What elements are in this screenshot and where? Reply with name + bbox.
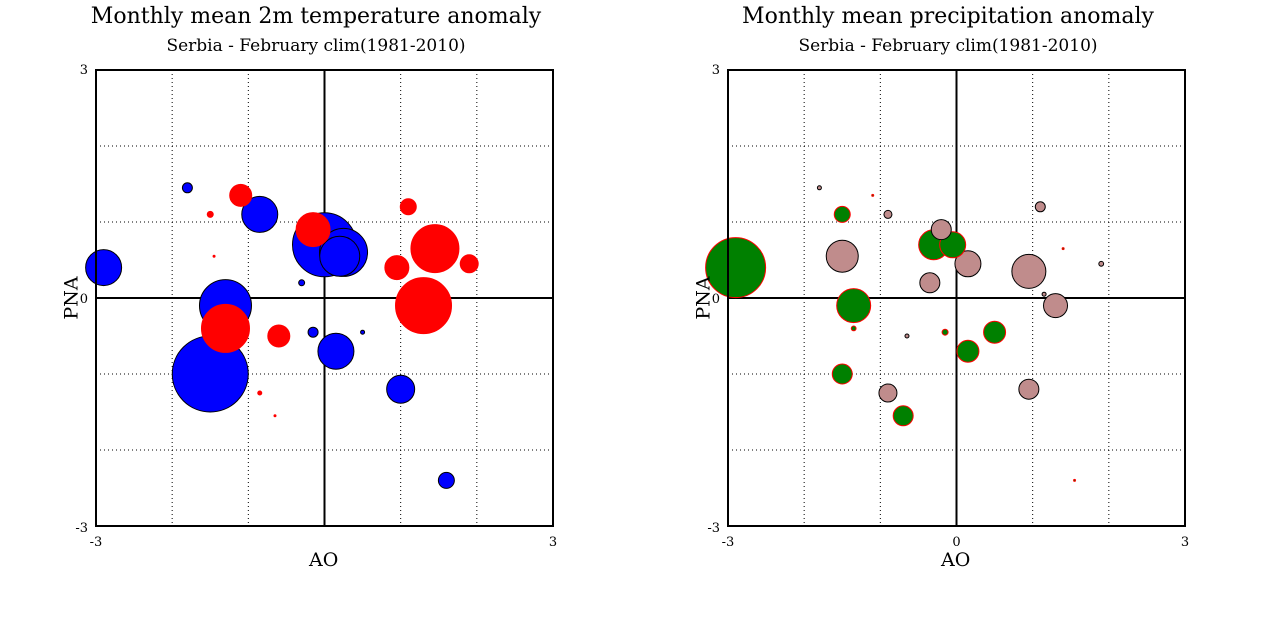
bubble [816, 185, 822, 191]
bubble [181, 182, 193, 194]
bubble [850, 325, 857, 332]
bubble [295, 212, 331, 248]
chart-subtitle: Serbia - February clim(1981-2010) [798, 36, 1098, 56]
plot-frame [95, 69, 554, 527]
bubble [705, 237, 767, 299]
x-tick-label: -3 [722, 535, 735, 550]
x-tick-label: 0 [952, 535, 960, 550]
bubble [200, 303, 250, 353]
precipitation-panel: Monthly mean precipitation anomaly Serbi… [632, 0, 1264, 622]
y-tick-label: 3 [80, 63, 88, 78]
bubble [941, 328, 949, 336]
precipitation-scatter-plot: 3 0 -3-3 0 3 [705, 63, 1189, 550]
bubble [919, 272, 941, 294]
y-tick-label: 3 [712, 63, 720, 78]
chart-subtitle: Serbia - February clim(1981-2010) [166, 36, 466, 56]
bubble [395, 277, 453, 335]
bubble [319, 235, 361, 277]
x-tick-label: -3 [90, 535, 103, 550]
bubble [1073, 478, 1077, 482]
bubble [883, 209, 893, 219]
y-axis-title: PNA [60, 276, 83, 320]
plot-frame [727, 69, 1186, 527]
bubble [956, 339, 980, 363]
bubble [836, 288, 872, 324]
bubble [825, 239, 859, 273]
bubble [833, 205, 851, 223]
bubble [317, 332, 355, 370]
temperature-panel: Monthly mean 2m temperature anomaly Serb… [60, 4, 558, 571]
bubble [459, 254, 479, 274]
x-tick-label: 3 [549, 535, 557, 550]
bubble [1041, 291, 1047, 297]
chart-title: Monthly mean precipitation anomaly [742, 4, 1154, 29]
bubble [904, 333, 910, 339]
bubble [1011, 253, 1047, 289]
chart-title: Monthly mean 2m temperature anomaly [90, 4, 542, 29]
y-axis-title: PNA [692, 276, 715, 320]
bubble [1043, 293, 1069, 319]
bubble [384, 255, 410, 281]
y-tick-label: 0 [80, 292, 88, 307]
bubble [1034, 201, 1046, 213]
y-tick-label: 0 [712, 292, 720, 307]
bubble [273, 414, 277, 418]
bubble [257, 390, 263, 396]
bubble [831, 363, 853, 385]
bubble [241, 195, 279, 233]
bubble [930, 219, 952, 241]
bubble [206, 210, 214, 218]
bubble [410, 224, 460, 274]
bubble [437, 471, 455, 489]
bubble [1018, 378, 1040, 400]
x-tick-label: 3 [1181, 535, 1189, 550]
bubble [212, 254, 216, 258]
temperature-scatter-plot: 3 0 -3-3 3 [75, 63, 557, 550]
y-tick-label: -3 [707, 521, 720, 536]
bubble [267, 324, 291, 348]
bubble [386, 374, 416, 404]
bubble [229, 183, 253, 207]
bubble [983, 320, 1007, 344]
bubble [878, 383, 898, 403]
bubble [871, 193, 875, 197]
bubble [360, 329, 366, 335]
bubble [307, 326, 319, 338]
y-tick-label: -3 [75, 521, 88, 536]
bubble [399, 198, 417, 216]
bubble [85, 249, 123, 287]
bubble [1098, 260, 1105, 267]
bubble [1061, 247, 1065, 251]
x-axis-title: AO [309, 549, 339, 571]
bubble [954, 250, 982, 278]
bubble [298, 279, 306, 287]
x-axis-title: AO [941, 549, 971, 571]
bubble [892, 405, 914, 427]
